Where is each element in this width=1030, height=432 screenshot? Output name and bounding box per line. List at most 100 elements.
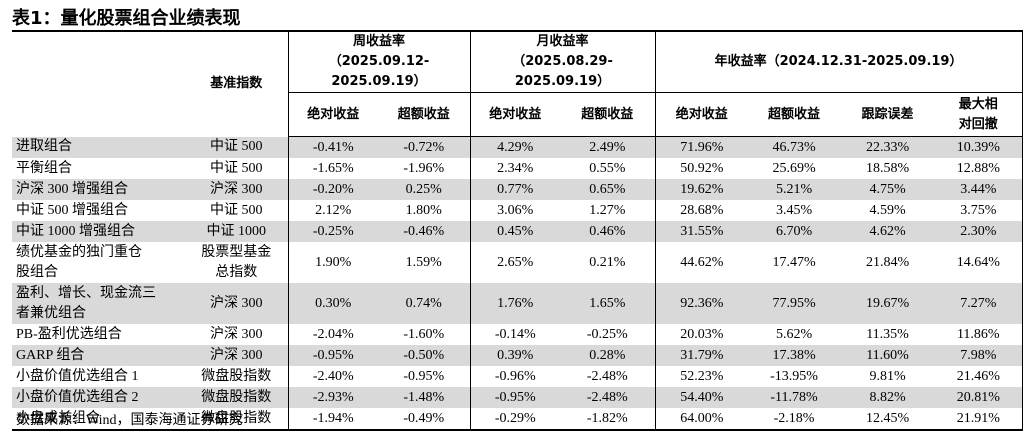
value-cell: 54.40% xyxy=(654,387,749,408)
value-cell: 21.91% xyxy=(935,408,1023,431)
value-cell: 0.77% xyxy=(469,179,561,200)
value-cell: 4.59% xyxy=(869,202,906,218)
value-cell: 1.59% xyxy=(405,254,442,270)
value-cell: 2.30% xyxy=(935,221,1023,242)
value-cell: -0.96% xyxy=(469,366,561,387)
value-cell: 7.98% xyxy=(935,345,1023,366)
value-cell: 0.45% xyxy=(469,221,561,242)
row-name-text: 小盘价值优选组合 2 xyxy=(16,389,139,405)
value-cell: -0.25% xyxy=(287,221,378,242)
table-row: 绩优基金的独门重仓 股组合 股票型基金 总指数 1.90% 1.59% 2.65% 0.21%… xyxy=(12,242,1023,283)
value-cell: 1.90% xyxy=(287,242,378,283)
row-benchmark-text: 沪深 300 xyxy=(210,326,263,342)
value-cell: 0.21% xyxy=(589,254,626,270)
value-cell: 3.75% xyxy=(935,200,1023,221)
value-cell: 28.68% xyxy=(654,200,749,221)
row-benchmark: 股票型基金 总指数 xyxy=(185,242,288,283)
value-cell: 19.67% xyxy=(840,283,936,324)
value-cell: 17.38% xyxy=(748,345,841,366)
table-row: 中证 500 增强组合 中证 500 2.12% 1.80% 3.06% 1.27% 28.… xyxy=(12,200,1023,221)
row-name: 中证 1000 增强组合 xyxy=(12,221,185,242)
row-benchmark-text: 股票型基金 xyxy=(201,244,272,260)
value-cell: -0.95% xyxy=(469,387,561,408)
row-benchmark: 中证 500 xyxy=(185,200,288,221)
table-row: 小盘价值优选组合 2 微盘股指数 -2.93% -1.48% -0.95% -2.48% 5… xyxy=(12,387,1023,408)
row-name-text: 者兼优组合 xyxy=(16,305,86,321)
column-header: 跟踪误差 xyxy=(840,92,936,137)
column-header-text: 绝对收益 xyxy=(307,106,360,122)
row-name-text: 小盘成长组合 xyxy=(16,410,100,426)
value-cell: -1.65% xyxy=(287,158,378,179)
source-note: 数据来源：Wind，国泰海通证券研究 xyxy=(16,413,243,428)
group-title: 年收益率（2024.12.31-2025.09.19） xyxy=(714,54,963,69)
column-header-text: 绝对收益 xyxy=(675,106,728,122)
row-benchmark: 中证 1000 xyxy=(185,221,288,242)
column-header: 超额收益 xyxy=(560,92,656,137)
value-cell: 8.82% xyxy=(840,387,936,408)
column-header: 绝对收益 xyxy=(469,92,561,137)
value-cell: -1.48% xyxy=(378,387,471,408)
value-cell: 0.74% xyxy=(378,283,471,324)
value-cell: 0.30% xyxy=(287,283,378,324)
value-cell: 2.34% xyxy=(469,158,561,179)
group-header: 月收益率 （2025.08.29-2025.09.19） xyxy=(469,30,656,93)
table-row: PB-盈利优选组合 沪深 300 -2.04% -1.60% -0.14% -0.25% 2… xyxy=(12,324,1023,345)
value-cell: 3.44% xyxy=(935,179,1023,200)
group-title: 月收益率 xyxy=(536,34,589,49)
value-cell: 3.45% xyxy=(775,202,813,218)
value-cell: -0.25% xyxy=(586,326,628,342)
value-cell: 1.76% xyxy=(469,283,561,324)
row-name: 进取组合 xyxy=(12,136,185,158)
row-name: 小盘价值优选组合 1 xyxy=(12,366,185,387)
group-period: （2025.09.12-2025.09.19） xyxy=(328,54,430,89)
group-header: 周收益率 （2025.09.12-2025.09.19） xyxy=(287,30,471,93)
table-row: GARP 组合 沪深 300 -0.95% -0.50% 0.39% 0.28% 31.79… xyxy=(12,345,1023,366)
value-cell: 21.84% xyxy=(865,254,910,270)
table-row: 进取组合 中证 500 -0.41% -0.72% 4.29% 2.49% 71.96% 46… xyxy=(12,136,1023,158)
value-cell: 19.62% xyxy=(654,179,749,200)
value-cell: -2.48% xyxy=(560,387,656,408)
row-benchmark-text: 微盘股指数 xyxy=(201,389,272,405)
value-cell: 1.27% xyxy=(589,202,626,218)
table-row: 平衡组合 中证 500 -1.65% -1.96% 2.34% 0.55% 50.92% 25… xyxy=(12,158,1023,179)
table-title: 表1：量化股票组合业绩表现 xyxy=(12,8,241,29)
value-cell: 2.65% xyxy=(469,242,561,283)
row-name: 小盘价值优选组合 2 xyxy=(12,387,185,408)
value-cell: 64.00% xyxy=(654,408,749,431)
column-header: 绝对收益 xyxy=(287,92,378,137)
row-name-text: 中证 1000 增强组合 xyxy=(16,223,135,239)
value-cell: 4.29% xyxy=(469,136,561,158)
row-benchmark-text: 中证 1000 xyxy=(206,223,267,239)
row-benchmark-text: 中证 500 xyxy=(210,160,263,176)
value-cell: 22.33% xyxy=(840,136,936,158)
value-cell: -2.93% xyxy=(287,387,378,408)
value-cell: 52.23% xyxy=(654,366,749,387)
row-benchmark: 中证 500 xyxy=(185,136,288,158)
row-benchmark-text: 总指数 xyxy=(215,264,258,280)
row-name-text: 平衡组合 xyxy=(16,160,72,176)
column-header-text: 超额收益 xyxy=(397,106,450,122)
value-cell: 25.69% xyxy=(772,160,816,176)
value-cell: 2.49% xyxy=(560,136,656,158)
value-cell: -2.40% xyxy=(287,366,378,387)
row-name-text: 盈利、增长、现金流三 xyxy=(16,285,156,301)
value-cell: 1.80% xyxy=(405,202,442,218)
value-cell: 9.81% xyxy=(869,368,906,384)
row-name-text: 进取组合 xyxy=(16,139,72,155)
row-benchmark: 沪深 300 xyxy=(185,345,288,366)
value-cell: 31.79% xyxy=(654,345,749,366)
row-name-text: 股组合 xyxy=(16,264,58,280)
value-cell: -11.78% xyxy=(748,387,841,408)
value-cell: 71.96% xyxy=(654,136,749,158)
row-benchmark-text: 微盘股指数 xyxy=(201,410,272,426)
value-cell: 0.55% xyxy=(589,160,626,176)
column-header-text: 超额收益 xyxy=(581,106,634,122)
value-cell: 4.62% xyxy=(840,221,936,242)
value-cell: -13.95% xyxy=(770,368,818,384)
row-benchmark: 沪深 300 xyxy=(185,283,288,324)
value-cell: 20.81% xyxy=(935,387,1023,408)
value-cell: -0.95% xyxy=(403,368,445,384)
value-cell: 12.45% xyxy=(840,408,936,431)
value-cell: 0.46% xyxy=(560,221,656,242)
group-title: 周收益率 xyxy=(353,34,406,49)
